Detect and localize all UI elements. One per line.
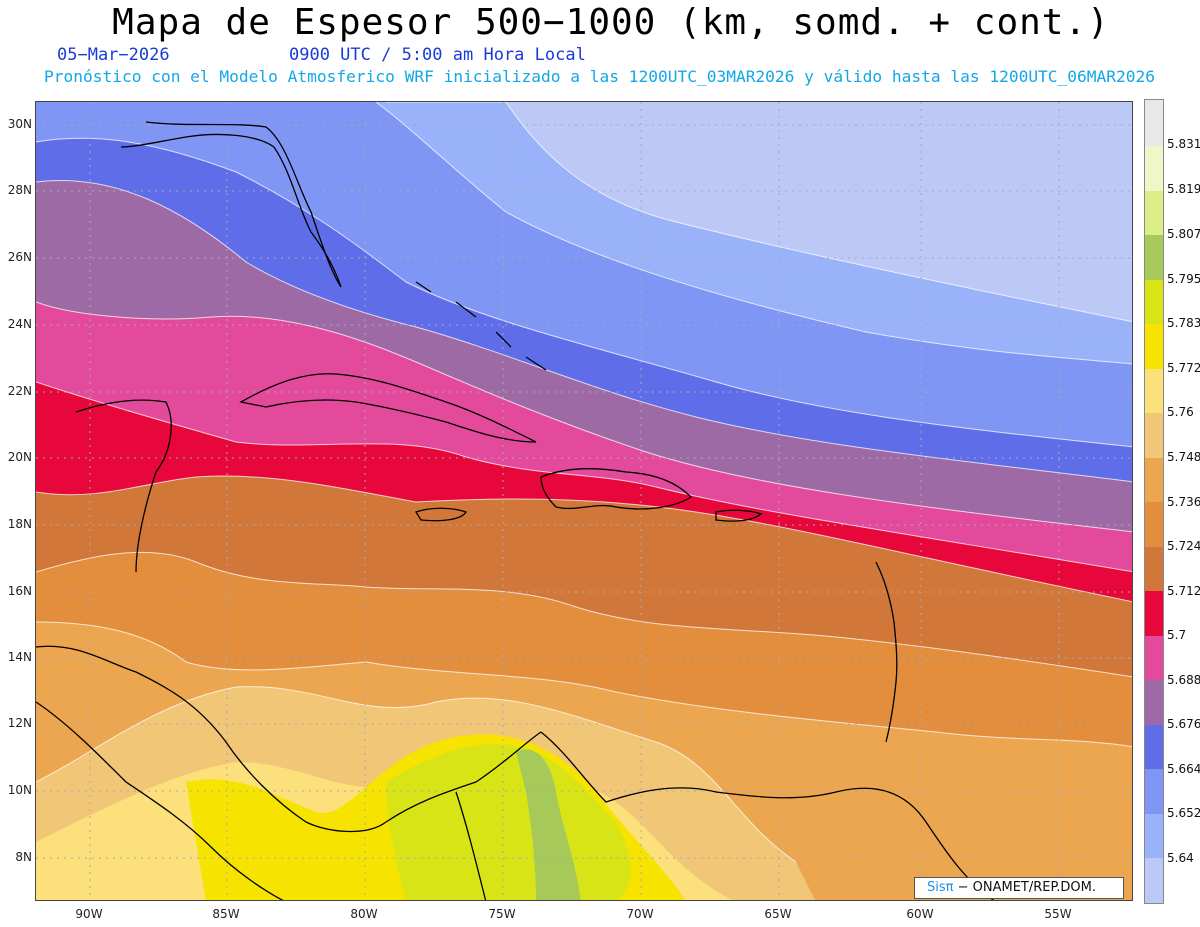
colombia-coast bbox=[455, 791, 487, 900]
lesser-antilles bbox=[875, 561, 898, 743]
lat-label-22n: 22N bbox=[7, 384, 32, 398]
colorbar-label: 5.748 bbox=[1167, 450, 1200, 464]
colorbar-label: 5.676 bbox=[1167, 717, 1200, 731]
contour-lines bbox=[36, 102, 1132, 863]
south-america-coast bbox=[540, 731, 995, 900]
colorbar-cell bbox=[1145, 324, 1163, 369]
colorbar-cell bbox=[1145, 636, 1163, 680]
colorbar-cell bbox=[1145, 680, 1163, 725]
model-run-info: Pronóstico con el Modelo Atmosferico WRF… bbox=[44, 67, 1156, 86]
colorbar-label: 5.652 bbox=[1167, 806, 1200, 820]
colorbar-cell bbox=[1145, 413, 1163, 458]
cuba-coast bbox=[239, 373, 537, 443]
lon-label-70w: 70W bbox=[626, 907, 654, 921]
colorbar-cell bbox=[1145, 502, 1163, 547]
colorbar-label: 5.736 bbox=[1167, 495, 1200, 509]
bahamas-islands bbox=[415, 281, 547, 371]
lat-label-8n: 8N bbox=[15, 850, 32, 864]
credit-box: Sisπ − ONAMET/REP.DOM. bbox=[914, 877, 1124, 899]
forecast-time: 0900 UTC / 5:00 am Hora Local bbox=[289, 45, 586, 65]
lat-label-26n: 26N bbox=[7, 250, 32, 264]
credit-text: − ONAMET/REP.DOM. bbox=[953, 880, 1097, 895]
lat-label-20n: 20N bbox=[7, 450, 32, 464]
puerto-rico-coast bbox=[715, 509, 763, 522]
yucatan-coast bbox=[75, 399, 172, 573]
colorbar-label: 5.724 bbox=[1167, 539, 1200, 553]
lat-label-18n: 18N bbox=[7, 517, 32, 531]
central-america-coast bbox=[36, 645, 542, 833]
lon-label-65w: 65W bbox=[764, 907, 792, 921]
lon-label-80w: 80W bbox=[350, 907, 378, 921]
colorbar-label: 5.76 bbox=[1167, 405, 1194, 419]
colorbar-label: 5.664 bbox=[1167, 762, 1200, 776]
colorbar-cell bbox=[1145, 235, 1163, 280]
lat-label-12n: 12N bbox=[7, 716, 32, 730]
colorbar-label: 5.783 bbox=[1167, 316, 1200, 330]
lon-label-60w: 60W bbox=[906, 907, 934, 921]
colorbar-label: 5.688 bbox=[1167, 673, 1200, 687]
colorbar-cell bbox=[1145, 191, 1163, 235]
colorbar-cell bbox=[1145, 280, 1163, 324]
lat-label-10n: 10N bbox=[7, 783, 32, 797]
lon-label-55w: 55W bbox=[1044, 907, 1072, 921]
colorbar-label: 5.831 bbox=[1167, 137, 1200, 151]
hispaniola-coast bbox=[540, 468, 693, 510]
colorbar-label: 5.64 bbox=[1167, 851, 1194, 865]
lat-label-28n: 28N bbox=[7, 183, 32, 197]
colorbar-cell bbox=[1145, 814, 1163, 858]
lon-label-75w: 75W bbox=[488, 907, 516, 921]
colorbar-label: 5.819 bbox=[1167, 182, 1200, 196]
central-america-pacific bbox=[36, 701, 284, 900]
map-title: Mapa de Espesor 500−1000 (km, somd. + co… bbox=[112, 2, 1110, 43]
color-scale-bar bbox=[1144, 99, 1164, 904]
lat-label-16n: 16N bbox=[7, 584, 32, 598]
colorbar-label: 5.712 bbox=[1167, 584, 1200, 598]
colorbar-cell bbox=[1145, 100, 1163, 146]
map-canvas bbox=[36, 102, 1132, 900]
lon-label-85w: 85W bbox=[212, 907, 240, 921]
colorbar-cell bbox=[1145, 725, 1163, 769]
florida-coast bbox=[120, 121, 342, 288]
band-5-807 bbox=[516, 749, 581, 900]
lat-label-14n: 14N bbox=[7, 650, 32, 664]
colorbar-cell bbox=[1145, 369, 1163, 413]
thickness-map[interactable] bbox=[35, 101, 1133, 901]
lon-label-90w: 90W bbox=[75, 907, 103, 921]
lat-label-24n: 24N bbox=[7, 317, 32, 331]
forecast-date: 05−Mar−2026 bbox=[57, 45, 170, 65]
colorbar-cell bbox=[1145, 858, 1163, 903]
lat-label-30n: 30N bbox=[7, 117, 32, 131]
sispi-logo: Sisπ bbox=[927, 880, 954, 895]
colorbar-label: 5.7 bbox=[1167, 628, 1187, 642]
colorbar-cell bbox=[1145, 769, 1163, 814]
jamaica-coast bbox=[415, 507, 467, 522]
colorbar-cell bbox=[1145, 458, 1163, 502]
colorbar-label: 5.772 bbox=[1167, 361, 1200, 375]
colorbar-label: 5.807 bbox=[1167, 227, 1200, 241]
colorbar-cell bbox=[1145, 146, 1163, 191]
colorbar-label: 5.795 bbox=[1167, 272, 1200, 286]
colorbar-cell bbox=[1145, 547, 1163, 591]
colorbar-cell bbox=[1145, 591, 1163, 636]
coastlines bbox=[36, 121, 995, 900]
